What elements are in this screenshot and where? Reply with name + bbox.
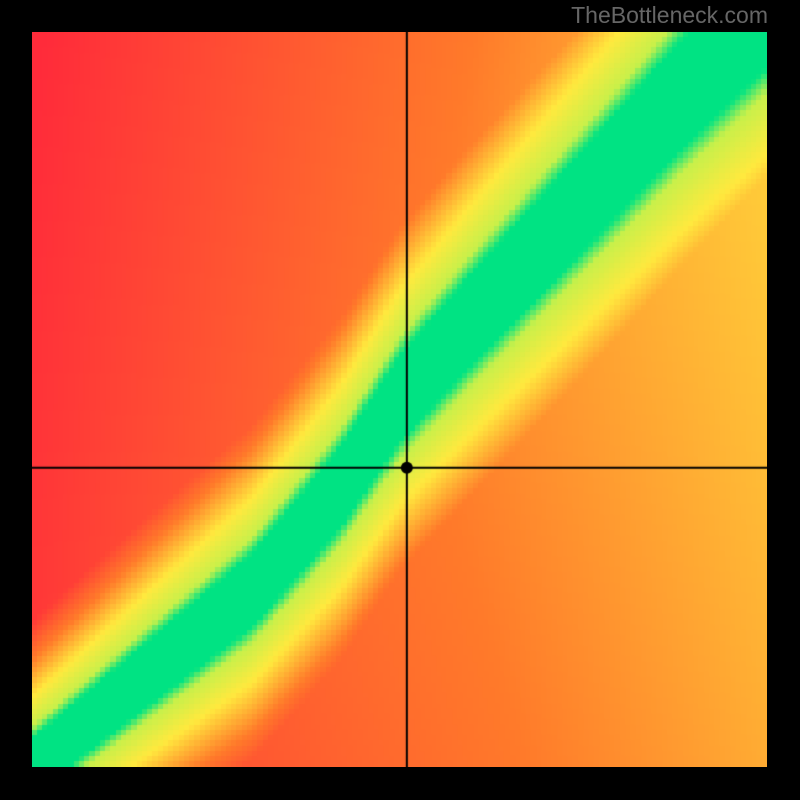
watermark-text: TheBottleneck.com: [571, 2, 768, 29]
bottleneck-heatmap: [32, 32, 767, 767]
